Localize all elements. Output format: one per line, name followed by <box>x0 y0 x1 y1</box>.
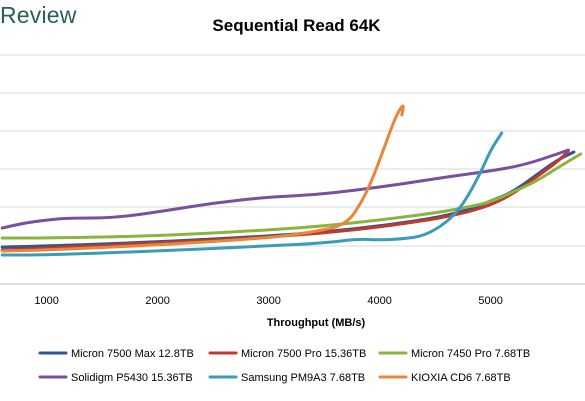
series-line-6 <box>0 104 405 253</box>
legend-entry-label: Micron 7450 Pro 7.68TB <box>411 348 530 360</box>
x-tick-label: 5000 <box>478 295 502 307</box>
legend-entry-label: Solidigm P5430 15.36TB <box>71 372 193 384</box>
series-line-2 <box>0 149 570 252</box>
x-tick-label: 3000 <box>256 295 280 307</box>
legend-entry-label: Samsung PM9A3 7.68TB <box>241 372 365 384</box>
series-line-3 <box>0 152 583 240</box>
legend-entry-label: KIOXIA CD6 7.68TB <box>411 372 511 384</box>
x-tick-label: 2000 <box>145 295 169 307</box>
brand-logo-text: Review <box>0 2 77 28</box>
x-axis-title: Throughput (MB/s) <box>267 317 366 329</box>
legend-entry-label: Micron 7500 Max 12.8TB <box>71 348 194 360</box>
x-tick-label: 4000 <box>367 295 391 307</box>
chart-title: Sequential Read 64K <box>212 16 381 35</box>
series-line-4 <box>0 148 570 230</box>
x-tick-label: 1000 <box>34 295 58 307</box>
series-line-1 <box>0 150 576 249</box>
series-line-5 <box>0 131 504 257</box>
legend-entry-label: Micron 7500 Pro 15.36TB <box>241 348 366 360</box>
